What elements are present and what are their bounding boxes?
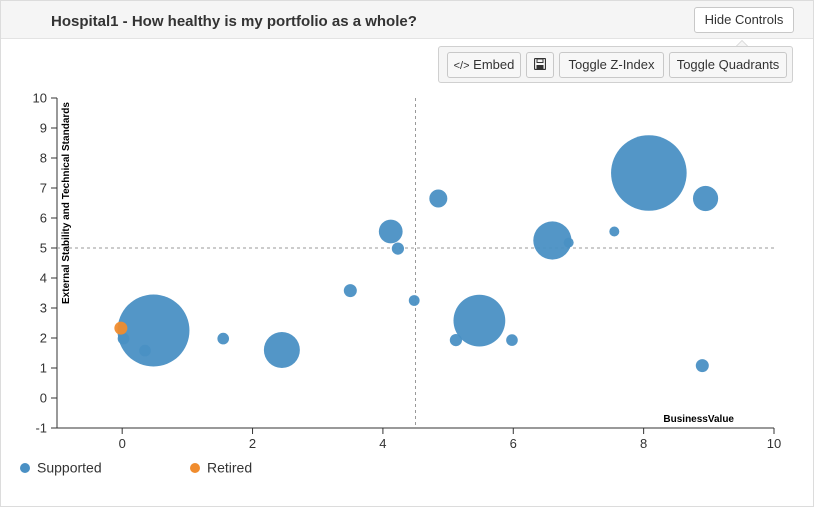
floppy-disk-icon [533, 57, 547, 71]
embed-button[interactable]: </> Embed [447, 52, 521, 78]
widget-header: Hospital1 - How healthy is my portfolio … [1, 1, 813, 39]
toggle-quadrants-button[interactable]: Toggle Quadrants [669, 52, 787, 78]
hide-controls-button[interactable]: Hide Controls [694, 7, 794, 33]
embed-label: Embed [473, 57, 515, 72]
panel-caret-inner [737, 41, 747, 46]
toggle-z-index-button[interactable]: Toggle Z-Index [559, 52, 664, 78]
save-button[interactable] [526, 52, 554, 78]
code-icon: </> [453, 60, 470, 72]
page-title: Hospital1 - How healthy is my portfolio … [51, 13, 417, 30]
